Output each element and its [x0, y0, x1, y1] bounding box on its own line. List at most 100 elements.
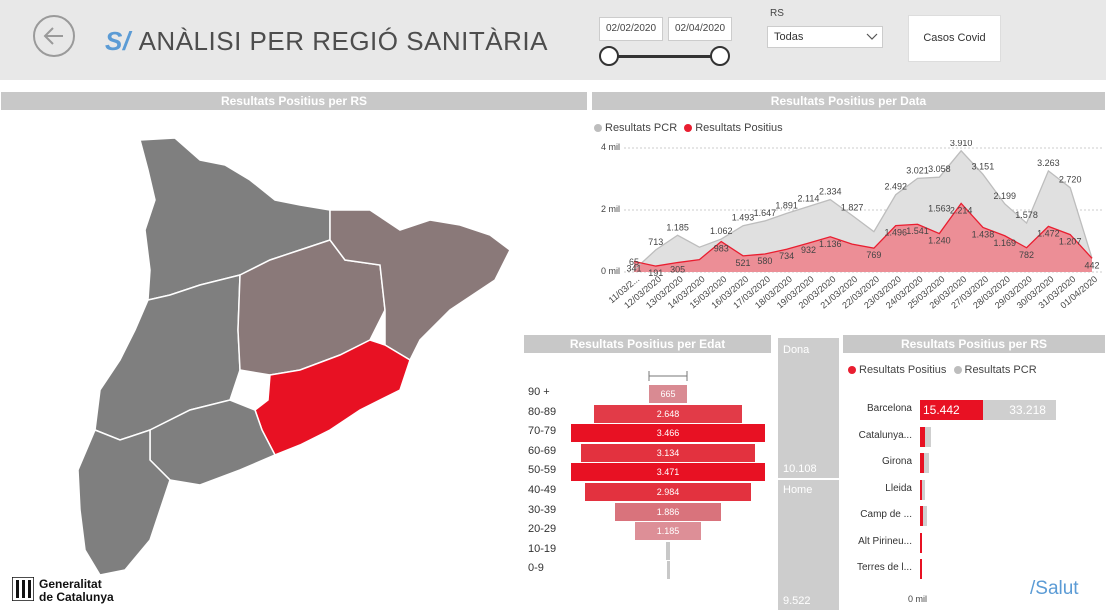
rs-bar-chart[interactable]: Barcelona 15.442 33.218 Catalunya... Girona L…	[850, 394, 1100, 594]
age-label: 0-9	[528, 562, 544, 575]
age-pyramid-chart[interactable]: 90 + 665 80-89 2.648 70-79 3.466 60-69 3.134 50-…	[520, 384, 775, 584]
logo-line2: de Catalunya	[39, 590, 114, 604]
age-bar[interactable]: 3.471	[571, 463, 765, 482]
rs-positius-bar[interactable]	[920, 559, 922, 579]
positius-data-label: 1.541	[906, 226, 929, 236]
rs-legend-pcr-label: Resultats PCR	[964, 364, 1037, 376]
title-prefix: S/	[105, 26, 131, 56]
age-panel-title: Resultats Positius per Edat	[524, 335, 771, 353]
rs-pcr-bar[interactable]	[920, 479, 926, 500]
rs-positius-bar[interactable]	[920, 400, 984, 420]
age-bar[interactable]: 2.984	[584, 483, 752, 501]
age-label: 50-59	[528, 464, 557, 477]
positius-data-label: 769	[866, 250, 881, 260]
age-bar[interactable]	[666, 561, 670, 580]
region-girona	[329, 209, 511, 362]
age-label: 70-79	[528, 425, 557, 438]
pcr-data-label: 65	[629, 257, 639, 267]
age-label: 10-19	[528, 542, 557, 555]
pcr-data-label: 3.021	[906, 165, 929, 175]
age-label: 60-69	[528, 444, 557, 457]
positius-data-label: 1.169	[993, 238, 1016, 248]
home-label: Home	[783, 484, 813, 496]
pcr-line	[633, 149, 1093, 271]
positius-data-label: 580	[757, 256, 772, 266]
age-label: 90 +	[528, 386, 550, 398]
map-panel-title: Resultats Positius per RS	[1, 92, 587, 110]
pcr-data-label: 1.493	[732, 213, 755, 223]
pcr-data-label: 3.151	[972, 161, 995, 171]
date-start-input[interactable]: 02/02/2020	[599, 17, 663, 41]
age-bar[interactable]: 2.648	[594, 404, 742, 423]
rs-pcr-bar[interactable]	[920, 426, 931, 447]
positius-data-label: 932	[801, 245, 816, 255]
legend-pcr-label: Resultats PCR	[605, 122, 678, 134]
age-bar[interactable]: 1.185	[634, 522, 701, 541]
rs-category-label: Lleida	[885, 482, 912, 494]
date-slider-end-handle[interactable]	[710, 46, 730, 66]
positius-data-label: 782	[1019, 250, 1034, 260]
pcr-data-label: 2.334	[819, 187, 842, 197]
date-slider-track[interactable]	[610, 55, 720, 58]
pcr-data-label: 1.578	[1015, 210, 1038, 220]
legend-pcr-dot	[594, 124, 602, 133]
rs-positius-bar[interactable]	[920, 506, 923, 526]
casos-covid-button[interactable]: Casos Covid	[908, 15, 1001, 62]
date-end-input[interactable]: 02/04/2020	[668, 17, 732, 41]
rs-pcr-bar[interactable]	[920, 453, 929, 473]
positius-line	[633, 202, 1093, 267]
catalonia-map[interactable]	[0, 110, 590, 580]
gender-dona-column[interactable]: Dona 10.108	[778, 338, 839, 478]
rs-positius-bar[interactable]	[920, 426, 925, 447]
dona-label: Dona	[783, 344, 810, 356]
age-bar[interactable]: 665	[649, 385, 687, 403]
pcr-data-label: 1.827	[841, 202, 864, 212]
rs-pcr-bar[interactable]	[920, 506, 927, 526]
pcr-data-label: 2.720	[1059, 175, 1082, 185]
rs-legend-positius-dot	[848, 366, 856, 375]
extra-data-label: 1.563	[928, 204, 951, 214]
age-bar[interactable]: 3.466	[571, 424, 765, 443]
positius-data-label: 734	[779, 251, 794, 261]
region-terres-de-lebre	[77, 428, 171, 576]
rs-category-label: Alt Pirineu...	[858, 535, 912, 547]
pcr-data-label: 1.891	[775, 200, 798, 210]
positius-data-label: 1.496	[884, 228, 907, 238]
rs-category-label: Girona	[881, 456, 912, 467]
positius-data-label: 1.438	[972, 229, 995, 239]
positius-data-label: 1.136	[819, 239, 842, 249]
age-bar[interactable]	[666, 541, 670, 560]
y-tick-2mil: 2 mil	[601, 204, 621, 214]
positius-data-label: 521	[736, 258, 751, 268]
rs-selected-value: Todas	[774, 31, 804, 43]
positius-area[interactable]	[634, 203, 1092, 272]
rs-category-label: Camp de ...	[860, 509, 912, 520]
rs-category-label: Terres de l...	[856, 562, 912, 573]
positius-data-label: 1.472	[1037, 228, 1060, 238]
age-bar[interactable]: 1.886	[615, 502, 721, 521]
pcr-data-label: 3.058	[928, 164, 951, 174]
rs-positius-bar[interactable]	[920, 453, 924, 473]
rs-filter-select[interactable]: Todas	[767, 26, 883, 48]
logo-line1: Generalitat	[39, 577, 102, 591]
legend-positius-label: Resultats Positius	[695, 122, 783, 134]
pcr-data-label: 2.199	[993, 191, 1016, 201]
back-button[interactable]	[33, 15, 75, 57]
rs-panel-title: Resultats Positius per RS	[843, 335, 1105, 353]
date-chart-legend: Resultats PCR Resultats Positius	[594, 122, 783, 134]
age-label: 30-39	[528, 503, 557, 516]
pcr-data-label: 1.185	[666, 222, 689, 232]
arrow-left-icon	[43, 27, 63, 45]
positius-data-label: 305	[670, 265, 685, 275]
rs-legend-pcr-dot	[953, 366, 962, 375]
pcr-data-label: 713	[648, 237, 663, 247]
rs-positius-bar[interactable]	[920, 479, 923, 500]
positius-data-label: 191	[648, 268, 663, 278]
date-slider-start-handle[interactable]	[599, 46, 619, 66]
pcr-data-label: 3.263	[1037, 158, 1060, 168]
age-bar[interactable]: 3.134	[580, 443, 756, 462]
rs-positius-bar[interactable]	[920, 532, 922, 553]
positius-data-label: 442	[1084, 260, 1099, 270]
gender-home-column[interactable]: Home 9.522	[778, 480, 839, 610]
